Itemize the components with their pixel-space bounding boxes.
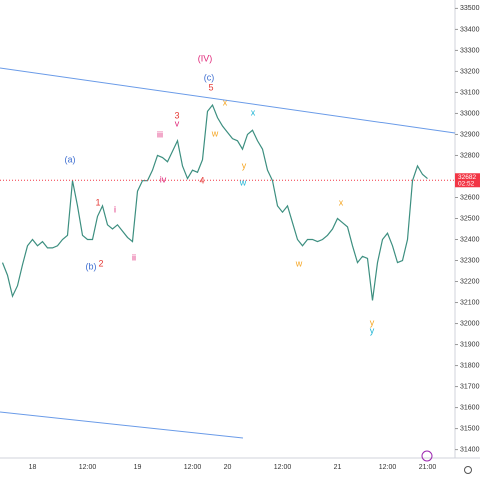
- y-tick-label: 32200: [460, 278, 480, 285]
- wave-label: iv: [160, 174, 167, 184]
- wave-label: x: [223, 97, 228, 107]
- y-tick-label: 32400: [460, 236, 480, 243]
- wave-label: w: [211, 128, 219, 138]
- wave-label: ii: [132, 252, 136, 262]
- wave-label: (b): [86, 261, 97, 271]
- y-tick-label: 33500: [460, 5, 480, 12]
- wave-label: (c): [204, 72, 215, 82]
- price-line: [1, 103, 428, 301]
- wave-label: y: [370, 317, 375, 327]
- y-tick-label: 33000: [460, 110, 480, 117]
- y-tick-label: 32100: [460, 299, 480, 306]
- y-tick-label: 32300: [460, 257, 480, 264]
- wave-label: w: [239, 177, 247, 187]
- countdown-label: 02:52: [458, 180, 475, 187]
- y-tick-label: 32500: [460, 215, 480, 222]
- x-tick-label: 21:00: [419, 464, 437, 471]
- x-tick-label: 20: [224, 464, 232, 471]
- y-tick-label: 31600: [460, 404, 480, 411]
- y-tick-label: 32000: [460, 320, 480, 327]
- wave-label: v: [175, 118, 180, 128]
- y-tick-label: 31400: [460, 446, 480, 453]
- x-tick-label: 12:00: [379, 464, 397, 471]
- wave-label: (a): [65, 154, 76, 164]
- y-tick-label: 33100: [460, 89, 480, 96]
- y-tick-label: 31500: [460, 425, 480, 432]
- settings-icon[interactable]: [464, 466, 472, 474]
- x-tick-label: 12:00: [79, 464, 97, 471]
- wave-label: y: [242, 160, 247, 170]
- x-tick-label: 12:00: [184, 464, 202, 471]
- y-tick-label: 33200: [460, 68, 480, 75]
- wave-label: w: [295, 258, 303, 268]
- wave-label: 5: [208, 82, 213, 92]
- y-tick-label: 31800: [460, 362, 480, 369]
- x-tick-label: 19: [134, 464, 142, 471]
- x-tick-label: 18: [29, 464, 37, 471]
- y-tick-label: 33400: [460, 26, 480, 33]
- x-tick-label: 12:00: [274, 464, 292, 471]
- wave-label: 2: [98, 258, 103, 268]
- wave-label: x: [339, 197, 344, 207]
- y-tick-label: 31700: [460, 383, 480, 390]
- wave-label: iii: [157, 129, 163, 139]
- last-price-label: 32682: [458, 174, 476, 181]
- y-tick-label: 33300: [460, 47, 480, 54]
- alert-icon[interactable]: [421, 450, 433, 462]
- trend-line-lower: [0, 411, 244, 439]
- wave-label: y: [370, 325, 375, 335]
- x-tick-label: 21: [334, 464, 342, 471]
- y-tick-label: 32900: [460, 131, 480, 138]
- wave-label: (IV): [198, 53, 213, 63]
- y-tick-label: 32800: [460, 152, 480, 159]
- wave-label: 4: [199, 175, 204, 185]
- trend-line-upper: [0, 67, 456, 134]
- wave-label: i: [114, 204, 116, 214]
- wave-label: 1: [95, 197, 100, 207]
- wave-label: 3: [174, 110, 179, 120]
- y-tick-label: 31900: [460, 341, 480, 348]
- last-price-box: [455, 173, 480, 188]
- y-tick-label: 32600: [460, 194, 480, 201]
- wave-label: x: [251, 107, 256, 117]
